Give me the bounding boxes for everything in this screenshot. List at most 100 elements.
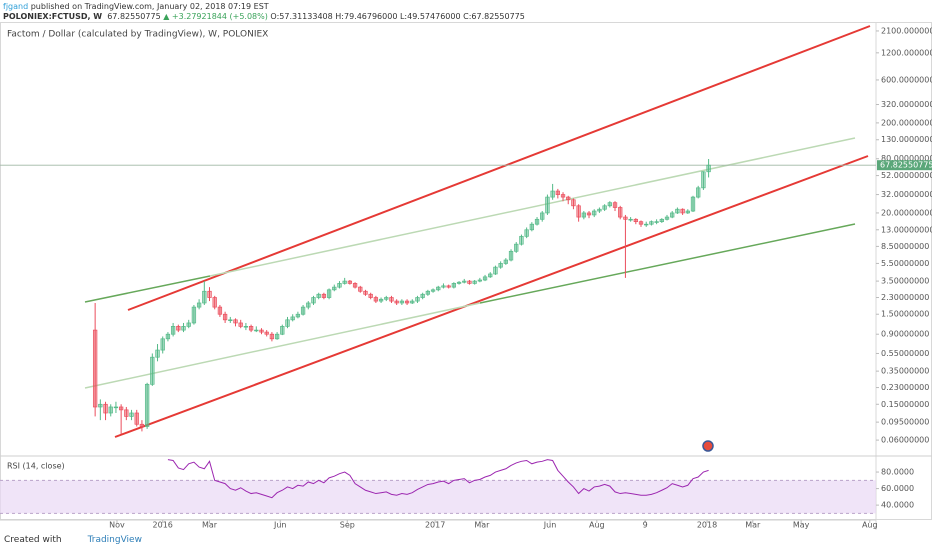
- candle-body: [196, 302, 202, 308]
- candle-body: [259, 329, 264, 333]
- candle-body: [139, 423, 145, 427]
- candle-body: [243, 326, 249, 328]
- candle-body: [337, 283, 342, 288]
- candle-body: [144, 383, 150, 427]
- candle-body: [649, 221, 654, 225]
- candle-body: [550, 190, 555, 198]
- candle-body: [415, 297, 420, 302]
- candle-body: [685, 210, 690, 214]
- channel-upper: [127, 25, 871, 311]
- close: C:67.82550775: [463, 12, 525, 21]
- rsi-line: [167, 459, 709, 499]
- candle-body: [222, 313, 228, 321]
- candle-body: [555, 190, 560, 195]
- candle-body: [368, 293, 373, 298]
- rsi-y-tick-label: 40.0000: [881, 501, 914, 510]
- y-tick-label: 0.06000000: [881, 436, 929, 445]
- candle-body: [160, 338, 165, 351]
- candle-body: [124, 409, 129, 417]
- candle-body: [430, 289, 436, 292]
- author[interactable]: fjgand: [3, 2, 29, 11]
- trend-line: [479, 223, 856, 304]
- candle-body: [514, 243, 519, 252]
- frame: [0, 22, 932, 520]
- event-icon[interactable]: [702, 440, 714, 452]
- candle-body: [477, 279, 483, 282]
- candle-body: [644, 223, 649, 226]
- trend-line: [84, 275, 211, 303]
- candle-body: [274, 333, 280, 340]
- candle-body: [108, 406, 113, 414]
- y-tick-label: 52.00000000: [881, 171, 932, 180]
- candle-body: [498, 263, 503, 268]
- candle-body: [352, 283, 358, 288]
- candle-body: [207, 290, 212, 298]
- candle-body: [332, 286, 337, 291]
- candle-body: [202, 290, 207, 304]
- rsi-title: RSI (14, close): [7, 462, 65, 471]
- candle-body: [701, 171, 706, 189]
- y-tick-label: 3.50000000: [881, 277, 929, 286]
- candle-body: [576, 205, 581, 218]
- candle-body: [664, 216, 670, 220]
- price-tag-label: 67.82550775: [880, 161, 932, 170]
- candle-body: [212, 297, 217, 308]
- candle-body: [612, 202, 618, 208]
- low: L:49.57476000: [399, 12, 461, 21]
- y-tick-label: 80.00000000: [881, 154, 932, 163]
- y-tick-label: 1.50000000: [881, 310, 929, 319]
- brand[interactable]: TradingView: [87, 535, 142, 545]
- candle-body: [306, 302, 311, 308]
- last: 67.82550775: [107, 12, 161, 21]
- x-tick-label: 2018: [697, 521, 717, 530]
- y-tick-label: 130.00000000: [881, 135, 932, 144]
- candle-body: [238, 322, 243, 327]
- y-tick-label: 1200.00000000: [881, 48, 932, 57]
- candle-body: [623, 216, 628, 220]
- y-tick-label: 2.30000000: [881, 293, 929, 302]
- candle-body: [467, 280, 472, 284]
- candle-body: [358, 286, 363, 292]
- x-tick-label: Aug: [589, 521, 605, 530]
- high: H:79.46796000: [335, 12, 398, 21]
- candle-body: [566, 196, 571, 201]
- event-icon-circle[interactable]: [702, 440, 714, 452]
- created: Created with: [4, 535, 62, 545]
- open: O:57.31133408: [270, 12, 333, 21]
- y-tick-label: 0.35000000: [881, 367, 929, 376]
- y-tick-label: 200.00000000: [881, 118, 932, 127]
- y-tick-label: 5.50000000: [881, 259, 929, 268]
- candle-body: [560, 194, 566, 198]
- x-tick-label: 9: [643, 521, 648, 530]
- y-tick-label: 32.00000000: [881, 190, 932, 199]
- candle-body: [524, 229, 529, 237]
- candle-body: [363, 290, 368, 295]
- candle-body: [706, 164, 711, 173]
- candle-body: [384, 297, 389, 300]
- candle-body: [176, 326, 181, 331]
- candle-body: [571, 199, 576, 207]
- candle-body: [170, 326, 176, 335]
- candle-body: [150, 356, 155, 385]
- candle-body: [399, 300, 405, 304]
- candle-body: [581, 212, 586, 218]
- candle-body: [113, 406, 119, 409]
- candle-body: [92, 329, 98, 408]
- header-line: POLONIEX:FCTUSD, W 67.82550775 ▲ +3.2792…: [3, 12, 525, 22]
- candle-body: [248, 326, 254, 331]
- candle-body: [456, 281, 462, 284]
- y-tick-label: 20.00000000: [881, 208, 932, 217]
- candle-body: [129, 412, 134, 417]
- candle-body: [103, 403, 108, 414]
- x-tick-label: Aug: [862, 521, 878, 530]
- candle-body: [285, 319, 290, 327]
- candle-body: [592, 210, 597, 216]
- candle-body: [228, 319, 233, 321]
- candle-body: [529, 223, 534, 231]
- candle-body: [186, 322, 191, 327]
- candle-body: [690, 196, 696, 212]
- candle-body: [545, 196, 550, 214]
- candle-body: [451, 283, 457, 288]
- candle-body: [316, 293, 321, 298]
- candle-body: [696, 187, 701, 198]
